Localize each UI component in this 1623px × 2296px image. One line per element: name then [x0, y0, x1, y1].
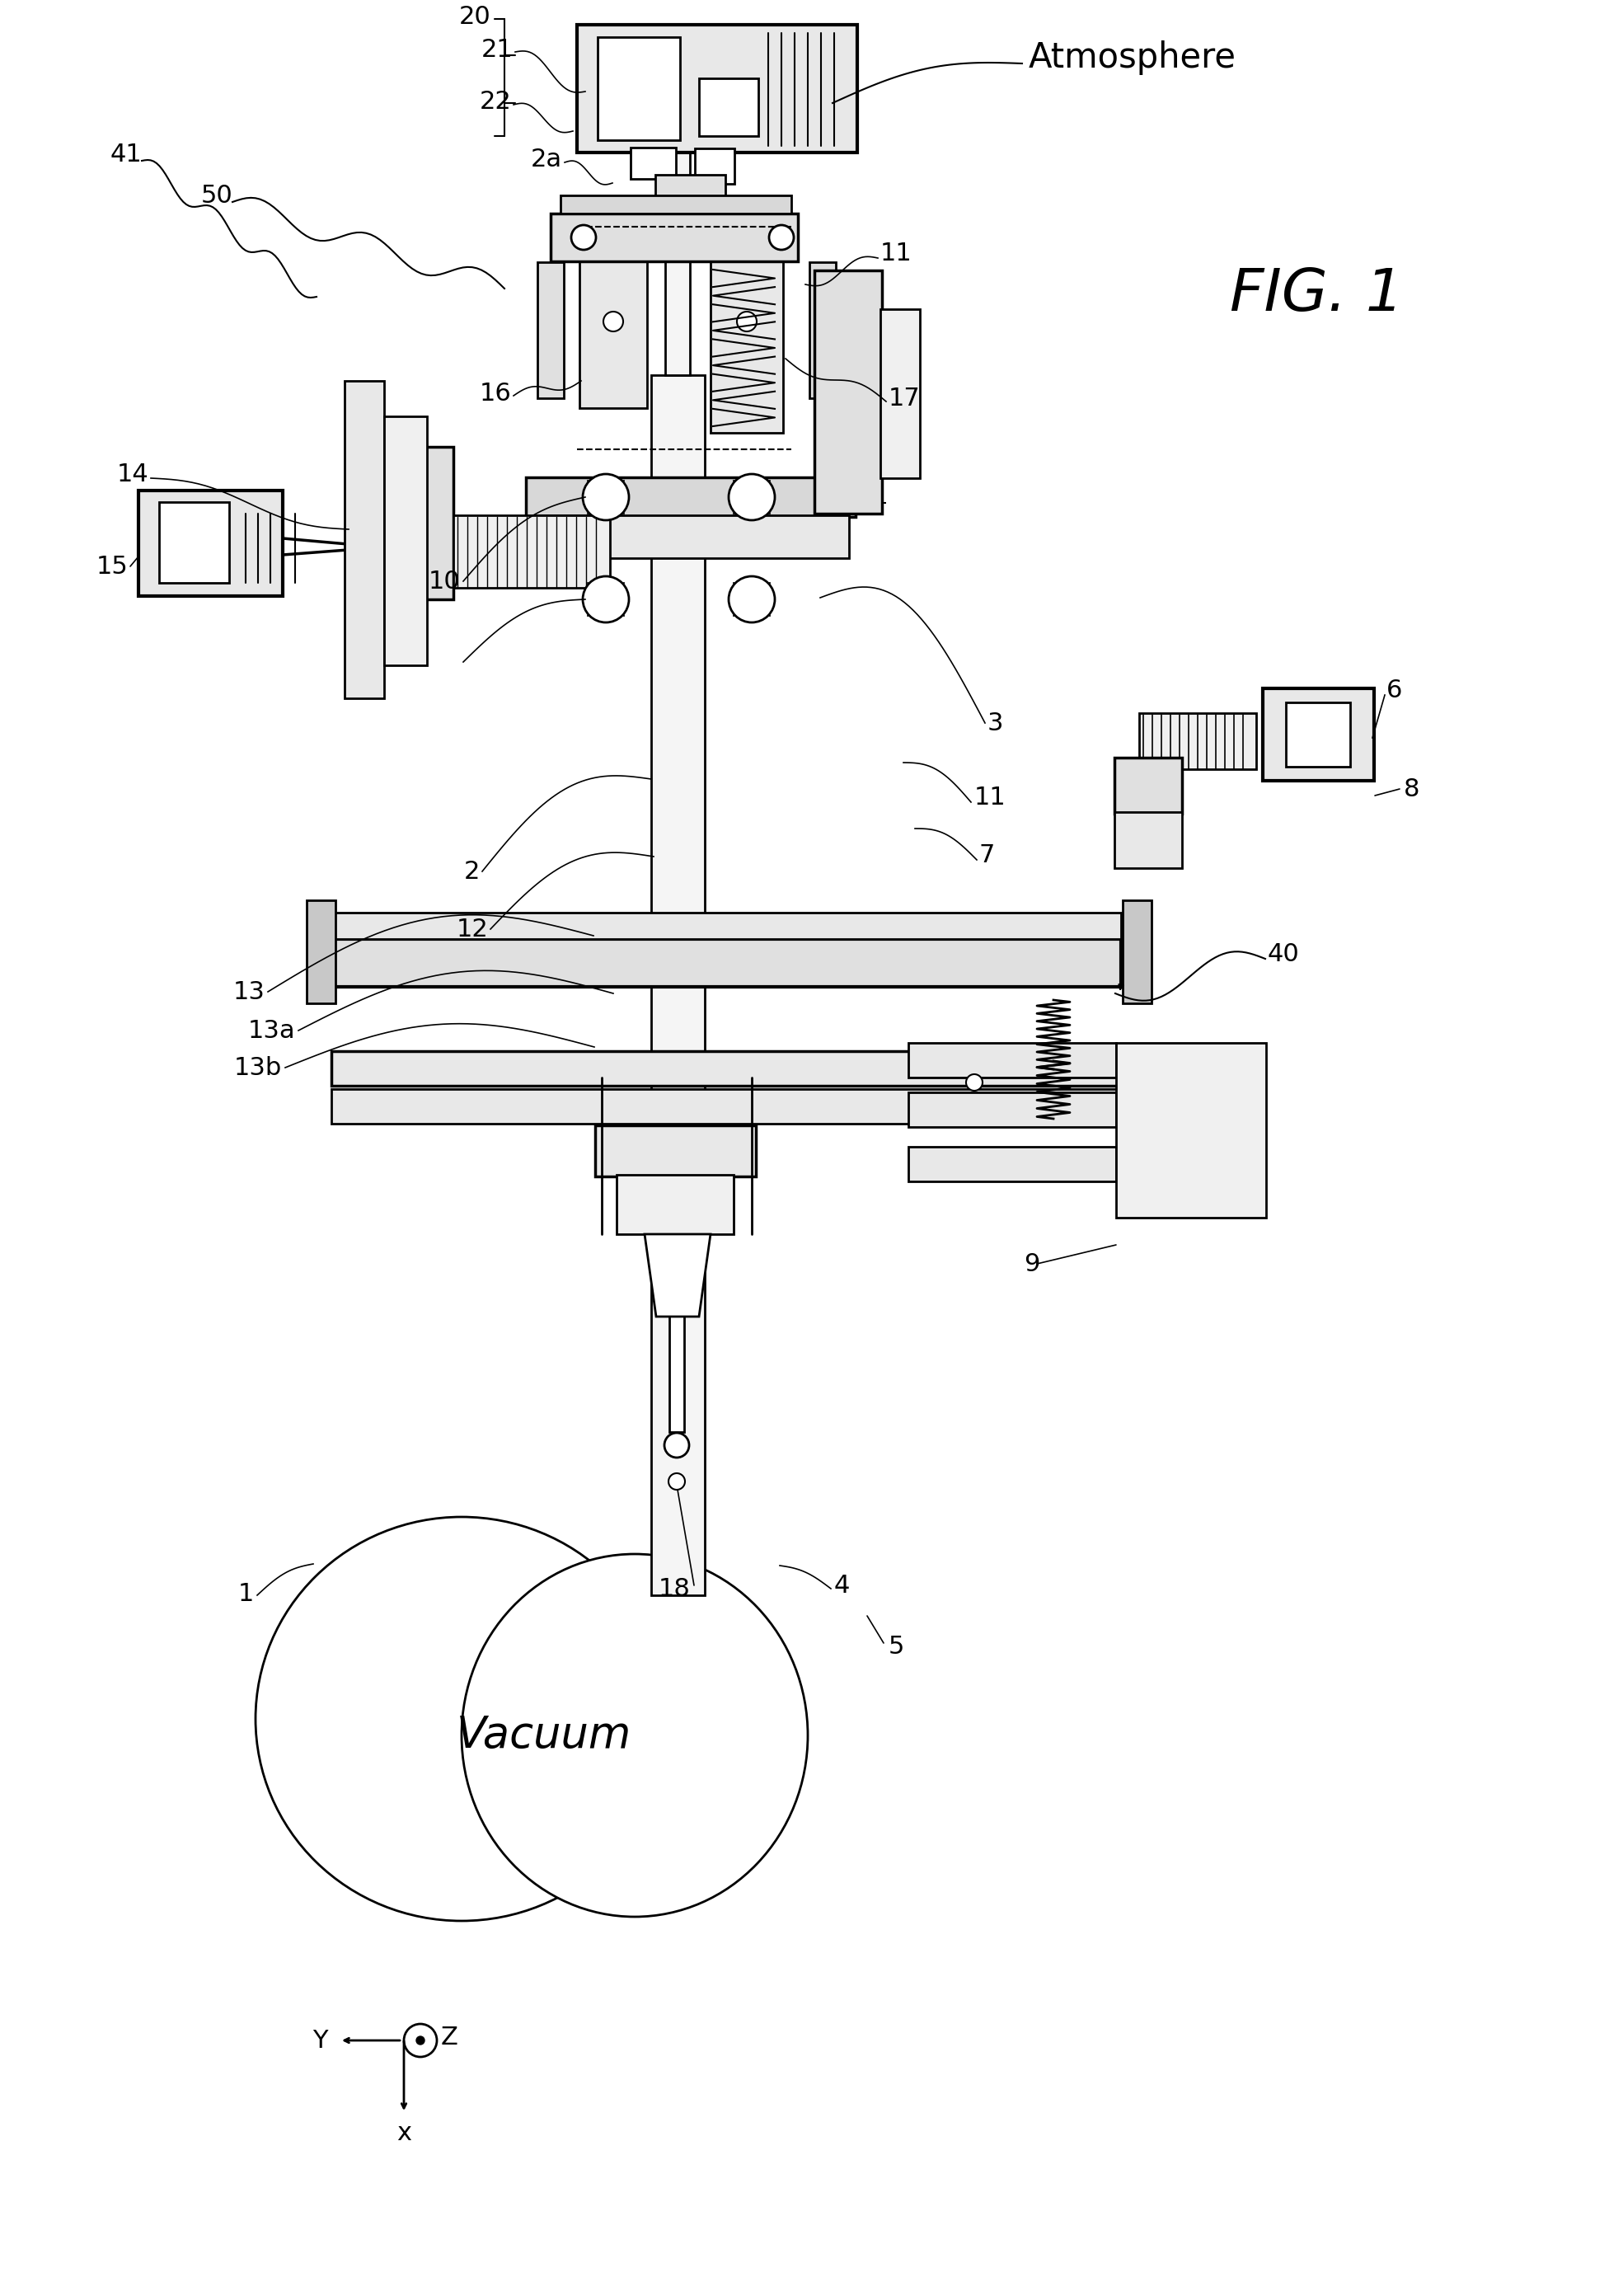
Polygon shape — [644, 1235, 711, 1316]
Bar — [700, 78, 758, 135]
Text: 50: 50 — [201, 184, 232, 207]
Text: 18: 18 — [659, 1577, 691, 1600]
Bar — [909, 1146, 1117, 1182]
Bar — [1123, 900, 1151, 1003]
Bar — [1139, 714, 1256, 769]
Circle shape — [729, 473, 774, 521]
Text: 13b: 13b — [234, 1056, 282, 1079]
Bar — [537, 514, 849, 558]
Bar — [560, 195, 792, 214]
Text: 13: 13 — [234, 980, 266, 1003]
Bar — [810, 262, 836, 397]
Circle shape — [664, 1433, 690, 1458]
Text: 13a: 13a — [248, 1019, 295, 1042]
Bar — [1115, 758, 1182, 813]
Bar — [695, 149, 735, 184]
Circle shape — [583, 473, 630, 521]
Ellipse shape — [461, 1554, 808, 1917]
Circle shape — [729, 576, 774, 622]
Circle shape — [604, 312, 623, 331]
Text: 20: 20 — [459, 5, 490, 28]
Bar — [331, 1052, 1121, 1086]
Bar — [909, 1093, 1117, 1127]
Circle shape — [737, 312, 756, 331]
Text: 15: 15 — [96, 553, 128, 579]
Bar — [159, 503, 229, 583]
Text: Y: Y — [312, 2027, 328, 2053]
Bar — [669, 1316, 685, 1433]
Bar — [347, 448, 453, 599]
Text: 2: 2 — [464, 859, 480, 884]
Bar — [656, 174, 725, 197]
Text: 9: 9 — [1024, 1251, 1040, 1277]
Bar — [138, 491, 282, 597]
Text: x: x — [396, 2122, 411, 2144]
Circle shape — [583, 576, 630, 622]
Text: 6: 6 — [1386, 677, 1402, 703]
Bar — [880, 310, 920, 478]
Circle shape — [404, 2025, 437, 2057]
Text: 41: 41 — [110, 142, 141, 165]
Text: Atmosphere: Atmosphere — [1029, 41, 1237, 76]
Text: 8: 8 — [1404, 776, 1420, 801]
Text: 1: 1 — [239, 1582, 253, 1605]
Bar — [617, 1176, 734, 1235]
Bar — [526, 478, 855, 517]
Text: 17: 17 — [888, 386, 920, 411]
Bar — [665, 94, 690, 374]
Text: 11: 11 — [974, 785, 1006, 808]
Bar — [579, 218, 648, 409]
Circle shape — [769, 225, 794, 250]
Bar — [711, 211, 782, 434]
Bar — [307, 900, 336, 1003]
Bar — [331, 1088, 1121, 1123]
Text: Z: Z — [440, 2025, 458, 2050]
Bar — [331, 912, 1121, 939]
Bar — [1263, 689, 1375, 781]
Bar — [537, 262, 563, 397]
Bar — [631, 147, 675, 179]
Ellipse shape — [255, 1518, 667, 1922]
Text: 3: 3 — [987, 712, 1003, 735]
Text: 12: 12 — [456, 916, 489, 941]
Bar — [1117, 1042, 1266, 1217]
Bar — [815, 271, 881, 514]
Text: 21: 21 — [480, 37, 513, 62]
Bar — [596, 1125, 756, 1176]
Text: 7: 7 — [979, 843, 995, 868]
Bar — [1115, 813, 1182, 868]
Bar — [1285, 703, 1350, 767]
Bar — [453, 514, 610, 588]
Text: 10: 10 — [428, 569, 459, 592]
Text: Vacuum: Vacuum — [456, 1713, 631, 1756]
Text: FIG. 1: FIG. 1 — [1230, 266, 1404, 324]
Text: 14: 14 — [117, 461, 148, 487]
Circle shape — [571, 225, 596, 250]
Bar — [597, 37, 680, 140]
Text: 40: 40 — [1268, 941, 1300, 967]
Text: 22: 22 — [479, 90, 511, 113]
Text: 2a: 2a — [531, 147, 562, 172]
Circle shape — [669, 1474, 685, 1490]
Bar — [344, 381, 385, 698]
Text: 11: 11 — [880, 241, 912, 264]
Bar — [385, 416, 427, 666]
Bar — [331, 939, 1121, 987]
Bar — [909, 1042, 1117, 1077]
Text: 5: 5 — [888, 1635, 904, 1658]
Text: 4: 4 — [834, 1573, 850, 1598]
Bar — [578, 25, 857, 152]
Bar — [550, 214, 799, 262]
Bar — [651, 374, 704, 1596]
Text: 16: 16 — [479, 381, 511, 404]
Circle shape — [966, 1075, 982, 1091]
Circle shape — [415, 2037, 425, 2043]
